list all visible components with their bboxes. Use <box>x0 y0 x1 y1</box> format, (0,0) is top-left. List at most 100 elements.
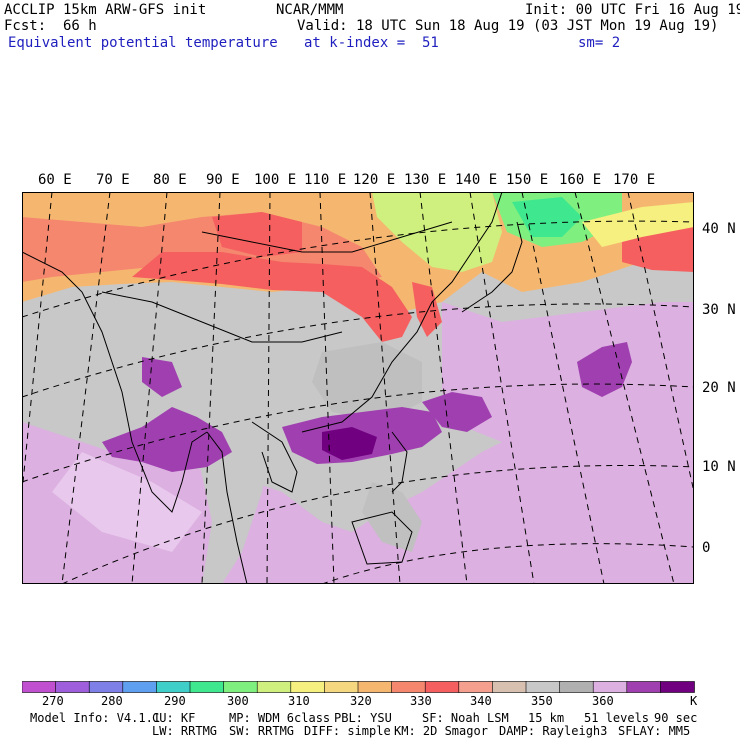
init-time: Init: 00 UTC Fri 16 Aug 19 <box>525 2 740 18</box>
coast-borneo <box>351 511 413 565</box>
coast-philippines <box>391 431 408 493</box>
red-region-china <box>132 252 412 342</box>
colorbar-swatch <box>256 681 292 693</box>
graticule <box>22 192 694 584</box>
coast-japan <box>461 221 523 313</box>
colorbar-swatch <box>424 681 460 693</box>
colorbar-tick-360: 360 <box>592 694 614 708</box>
forecast-hour: 66 h <box>63 18 97 34</box>
colorbar-tick-310: 310 <box>288 694 310 708</box>
coast-malay <box>206 431 248 584</box>
colorbar-unit: K <box>690 694 698 708</box>
org-label: NCAR/MMM <box>276 2 344 18</box>
lon-label-80e: 80 E <box>153 172 187 188</box>
grid-lon-150e <box>521 192 605 584</box>
lon-label-70e: 70 E <box>96 172 130 188</box>
colorbar-tick-330: 330 <box>410 694 432 708</box>
colorbar-tick-300: 300 <box>227 694 249 708</box>
colorbar-swatch <box>357 681 393 693</box>
lat-label-30n: 30 N <box>702 302 736 318</box>
level-info: at k-index = 51 <box>304 35 439 51</box>
grid-lat-30n <box>22 303 694 398</box>
grid-lat-20n <box>22 383 694 483</box>
colorbar-swatch <box>22 681 57 693</box>
map-frame <box>22 192 694 584</box>
yellow-band <box>582 202 694 247</box>
cu-scheme: CU: KF <box>152 711 196 725</box>
grid-lon-170e <box>627 192 694 493</box>
diff-scheme: DIFF: simple <box>304 724 391 738</box>
lat-label-20n: 20 N <box>702 380 736 396</box>
lon-label-130e: 130 E <box>404 172 447 188</box>
red-region-korea <box>412 282 442 337</box>
colorbar-tick-290: 290 <box>164 694 186 708</box>
lon-label-160e: 160 E <box>559 172 602 188</box>
colorbar-swatch <box>525 681 561 693</box>
colorbar-swatch <box>290 681 326 693</box>
colorbar-swatch <box>391 681 427 693</box>
model-info: Model Info: V4.1.1 <box>30 711 161 725</box>
valid-time: Valid: 18 UTC Sun 18 Aug 19 (03 JST Mon … <box>297 18 719 34</box>
lon-label-120e: 120 E <box>353 172 396 188</box>
field-name: Equivalent potential temperature <box>8 35 278 51</box>
lw-scheme: LW: RRTMG <box>152 724 218 738</box>
coast-indochina <box>251 421 298 493</box>
sf-scheme: SF: Noah LSM <box>422 711 509 725</box>
colorbar-swatch <box>324 681 359 693</box>
red-region-mongolia <box>212 212 302 257</box>
grid-lat-40n <box>22 220 694 318</box>
forecast-label: Fcst: <box>4 18 47 34</box>
lat-label-40n: 40 N <box>702 221 736 237</box>
km-scheme: KM: 2D Smagor <box>394 724 488 738</box>
vertical-levels: 51 levels <box>584 711 650 725</box>
theta-e-map <box>22 192 694 584</box>
coastlines <box>22 192 523 584</box>
lon-label-140e: 140 E <box>455 172 498 188</box>
coast-china <box>301 192 503 433</box>
sw-scheme: SW: RRTMG <box>229 724 295 738</box>
colorbar-swatch <box>156 681 191 693</box>
colorbar-tick-350: 350 <box>531 694 553 708</box>
colorbar-swatch <box>88 681 124 693</box>
lon-label-110e: 110 E <box>304 172 347 188</box>
smoothing-info: sm= 2 <box>578 35 621 51</box>
purple-band-philippine-sea <box>422 392 492 432</box>
damp-scheme: DAMP: Rayleigh3 <box>499 724 608 738</box>
colorbar-swatch <box>492 681 527 693</box>
colorbar-swatch <box>223 681 259 693</box>
resolution: 15 km <box>528 711 565 725</box>
colorbar-swatch <box>660 681 695 693</box>
sflay-scheme: SFLAY: MM5 <box>618 724 691 738</box>
colorbar-tick-340: 340 <box>470 694 492 708</box>
mp-scheme: MP: WDM 6class <box>229 711 331 725</box>
lilac-field-arabian <box>52 452 202 552</box>
lon-label-90e: 90 E <box>206 172 240 188</box>
grid-lat-10n <box>61 464 694 584</box>
purple-band-bay-of-bengal <box>102 407 232 472</box>
lon-label-60e: 60 E <box>38 172 72 188</box>
colorbar-swatch <box>458 681 494 693</box>
colorbar-tick-270: 270 <box>42 694 64 708</box>
colorbar-swatch <box>122 681 158 693</box>
grey-borneo <box>362 482 422 552</box>
lat-label-10n: 10 N <box>702 459 736 475</box>
purple-band-bangladesh <box>142 357 182 397</box>
colorbar-tick-280: 280 <box>101 694 123 708</box>
border-mongolia <box>201 221 453 253</box>
lon-label-100e: 100 E <box>254 172 297 188</box>
model-title: ACCLIP 15km ARW-GFS init <box>4 2 207 18</box>
yellow-green-region <box>372 192 502 272</box>
grey-china <box>312 342 422 422</box>
colorbar-tick-320: 320 <box>350 694 372 708</box>
grid-lon-160e <box>574 192 675 584</box>
colorbar-swatch <box>626 681 662 693</box>
purple-band-pacific <box>577 342 632 397</box>
colorbar <box>22 681 695 693</box>
colorbar-swatch <box>559 681 594 693</box>
deep-purple-core <box>322 427 377 460</box>
border-himalaya <box>101 291 343 343</box>
colorbar-swatch <box>592 681 628 693</box>
lon-label-150e: 150 E <box>506 172 549 188</box>
time-step: 90 sec <box>654 711 698 725</box>
colorbar-swatch <box>189 681 225 693</box>
